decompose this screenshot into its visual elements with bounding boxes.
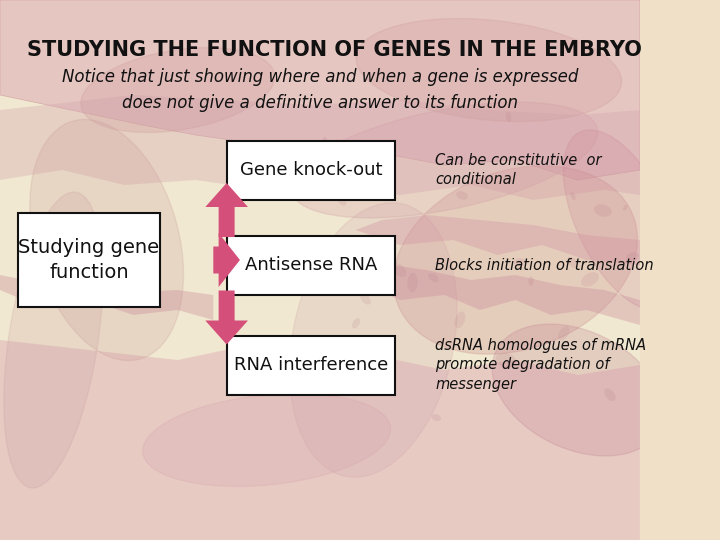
Ellipse shape: [352, 318, 360, 328]
Ellipse shape: [143, 394, 391, 487]
Ellipse shape: [408, 273, 418, 292]
Ellipse shape: [321, 137, 328, 148]
Ellipse shape: [30, 119, 184, 361]
Ellipse shape: [331, 169, 341, 181]
Polygon shape: [0, 95, 640, 200]
FancyBboxPatch shape: [227, 235, 395, 294]
Ellipse shape: [366, 181, 374, 195]
Ellipse shape: [4, 192, 103, 488]
Ellipse shape: [563, 130, 681, 310]
Ellipse shape: [371, 279, 391, 293]
Text: Studying gene
function: Studying gene function: [18, 238, 159, 282]
Ellipse shape: [454, 312, 465, 328]
Polygon shape: [0, 0, 640, 180]
Text: RNA interference: RNA interference: [234, 356, 388, 374]
Ellipse shape: [594, 204, 612, 217]
FancyBboxPatch shape: [18, 213, 160, 307]
Ellipse shape: [394, 166, 637, 354]
Ellipse shape: [456, 191, 468, 200]
Ellipse shape: [431, 414, 441, 421]
Ellipse shape: [626, 252, 639, 261]
Ellipse shape: [492, 324, 663, 456]
Polygon shape: [356, 215, 640, 265]
Ellipse shape: [570, 192, 576, 200]
Polygon shape: [0, 340, 640, 540]
Text: Blocks initiation of translation: Blocks initiation of translation: [436, 258, 654, 273]
Text: STUDYING THE FUNCTION OF GENES IN THE EMBRYO: STUDYING THE FUNCTION OF GENES IN THE EM…: [27, 40, 642, 60]
Ellipse shape: [528, 276, 534, 286]
Polygon shape: [0, 275, 213, 320]
Polygon shape: [205, 291, 248, 345]
Ellipse shape: [581, 272, 599, 287]
Ellipse shape: [392, 263, 407, 277]
Ellipse shape: [505, 112, 511, 122]
Ellipse shape: [513, 258, 526, 266]
Text: Notice that just showing where and when a gene is expressed
does not give a defi: Notice that just showing where and when …: [62, 68, 578, 112]
Ellipse shape: [604, 388, 616, 401]
Ellipse shape: [428, 273, 438, 282]
Ellipse shape: [356, 18, 621, 122]
Ellipse shape: [495, 353, 516, 367]
Ellipse shape: [623, 205, 628, 211]
Ellipse shape: [336, 192, 346, 206]
Text: Can be constitutive  or
conditional: Can be constitutive or conditional: [436, 153, 602, 187]
Text: Antisense RNA: Antisense RNA: [245, 256, 377, 274]
Ellipse shape: [289, 203, 457, 477]
FancyBboxPatch shape: [227, 140, 395, 199]
Polygon shape: [356, 265, 640, 325]
Text: dsRNA homologues of mRNA
promote degradation of
messenger: dsRNA homologues of mRNA promote degrada…: [436, 338, 647, 392]
FancyBboxPatch shape: [227, 335, 395, 395]
Ellipse shape: [558, 326, 570, 340]
Ellipse shape: [567, 256, 578, 268]
Polygon shape: [213, 233, 240, 287]
Ellipse shape: [360, 293, 371, 305]
Polygon shape: [205, 183, 248, 237]
Ellipse shape: [291, 102, 598, 218]
Ellipse shape: [81, 48, 274, 132]
Text: Gene knock-out: Gene knock-out: [240, 161, 382, 179]
